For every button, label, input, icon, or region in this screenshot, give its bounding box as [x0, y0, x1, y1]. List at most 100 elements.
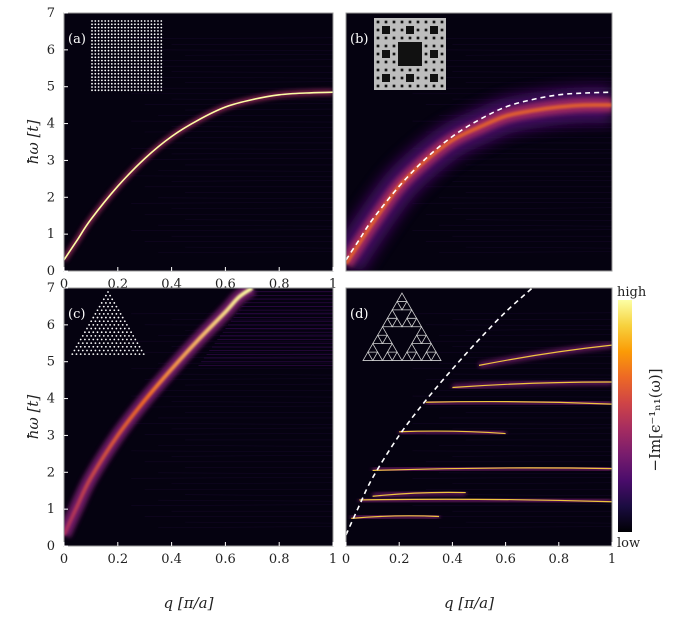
lattice-site	[104, 39, 107, 42]
lattice-site	[101, 59, 103, 62]
lattice-site	[101, 69, 103, 72]
lattice-site	[134, 76, 136, 78]
gasket-triangle	[391, 300, 403, 311]
plot-area	[346, 18, 612, 271]
lattice-site	[114, 66, 116, 69]
striation-line	[439, 59, 612, 62]
gasket-triangle	[411, 351, 423, 361]
gasket-triangle	[401, 300, 413, 311]
lattice-site	[143, 79, 146, 82]
lattice-site	[117, 59, 120, 62]
lattice-site	[114, 33, 116, 36]
carpet-hole	[408, 68, 412, 72]
lattice-site	[101, 23, 103, 26]
gasket-triangle	[381, 317, 393, 328]
striation-line	[185, 246, 333, 249]
lattice-site	[120, 33, 123, 36]
lattice-site	[134, 59, 136, 62]
band-line	[372, 467, 612, 472]
carpet-hole	[376, 28, 380, 32]
carpet-hole	[424, 52, 428, 56]
lattice-site	[97, 72, 100, 75]
lattice-site	[160, 56, 163, 59]
lattice-site	[104, 66, 107, 69]
lattice-site	[102, 334, 105, 337]
lattice-site	[150, 66, 153, 69]
carpet-hole	[430, 50, 438, 58]
lattice-site	[91, 82, 93, 85]
striation-line	[185, 494, 333, 497]
lattice-site	[160, 72, 163, 75]
lattice-site	[147, 30, 150, 32]
lattice-site	[160, 86, 163, 88]
lattice-site	[160, 20, 163, 22]
lattice-site	[113, 323, 116, 326]
carpet-hole	[392, 84, 396, 88]
lattice-site	[140, 56, 143, 59]
lattice-site	[153, 66, 156, 69]
lattice-site	[157, 26, 159, 29]
lattice-site	[143, 33, 146, 36]
y-tick-label: 1	[47, 227, 55, 242]
lattice-site	[127, 56, 130, 59]
striation-line	[412, 312, 612, 315]
lattice-site	[157, 76, 159, 78]
lattice-site	[160, 39, 163, 42]
lattice-site	[104, 33, 107, 36]
triangle-lattice-icon	[71, 291, 145, 356]
lattice-site	[160, 76, 163, 78]
lattice-site	[130, 72, 133, 75]
lattice-site	[113, 345, 116, 348]
striation-line	[144, 76, 333, 79]
lattice-site	[97, 43, 100, 45]
lattice-site	[153, 89, 156, 92]
lattice-site	[97, 89, 100, 92]
lattice-site	[110, 79, 113, 82]
lattice-site	[140, 26, 143, 29]
lattice-site	[150, 26, 153, 29]
striation-line	[439, 526, 612, 528]
lattice-site	[110, 53, 113, 55]
colorbar-high-label: high	[617, 285, 647, 300]
lattice-site	[130, 69, 133, 72]
striation-line	[158, 499, 333, 502]
lattice-site	[102, 313, 105, 315]
lattice-site	[117, 43, 120, 45]
lattice-site	[124, 82, 126, 85]
carpet-hole	[384, 68, 388, 72]
lattice-site	[130, 353, 133, 356]
lattice-site	[134, 33, 136, 36]
lattice-site	[105, 323, 107, 326]
y-axis-label: ħω [t]	[24, 120, 42, 165]
lattice-site	[73, 349, 76, 352]
lattice-site	[117, 345, 120, 348]
lattice-site	[107, 86, 110, 88]
lattice-site	[120, 69, 123, 72]
lattice-site	[143, 69, 146, 72]
lattice-site	[109, 316, 111, 319]
lattice-site	[130, 56, 133, 59]
lattice-site	[117, 26, 120, 29]
carpet-hole	[392, 52, 396, 56]
striation-line	[171, 180, 333, 182]
lattice-site	[147, 79, 150, 82]
lattice-site	[114, 89, 116, 92]
lattice-site	[160, 43, 163, 45]
lattice-site	[115, 313, 118, 315]
lattice-site	[147, 20, 150, 22]
panel-label: (d)	[350, 307, 368, 322]
carpet-hole	[416, 28, 420, 32]
lattice-site	[121, 353, 124, 356]
lattice-site	[101, 63, 103, 65]
lattice-site	[120, 86, 123, 88]
lattice-site	[120, 89, 123, 92]
lattice-site	[143, 66, 146, 69]
lattice-site	[150, 49, 153, 52]
lattice-site	[150, 59, 153, 62]
striation-line	[158, 197, 333, 200]
striation-line	[131, 450, 333, 453]
lattice-site	[132, 349, 135, 352]
lattice-site	[98, 305, 101, 308]
lattice-site	[117, 63, 120, 65]
lattice-site	[143, 63, 146, 65]
